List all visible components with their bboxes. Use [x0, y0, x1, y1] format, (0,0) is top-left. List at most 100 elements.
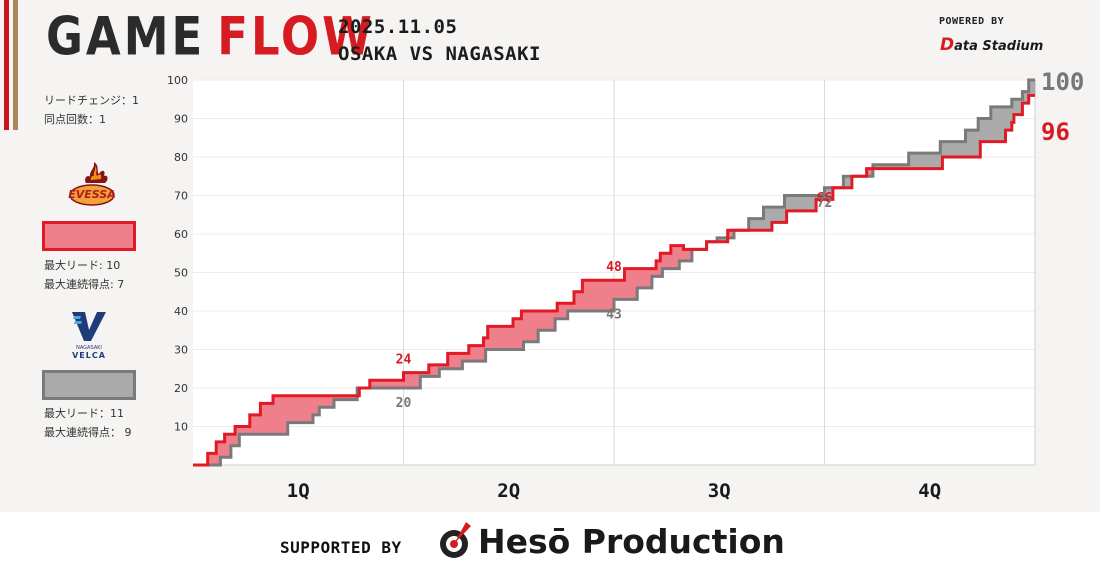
- sponsor-name: Hesō Production: [478, 522, 785, 561]
- osaka-lead-area: [557, 303, 569, 319]
- quarter-label: 4Q: [918, 480, 941, 502]
- osaka-lead-area: [485, 337, 489, 350]
- score-lines: [193, 78, 1035, 467]
- osaka-lead-area: [662, 253, 672, 269]
- osaka-lead-area: [249, 414, 261, 435]
- nagasaki-lead-area: [978, 118, 981, 157]
- nagasaki-lead-area: [748, 218, 764, 231]
- osaka-lead-area: [582, 280, 615, 311]
- y-tick-label: 90: [174, 113, 188, 126]
- nagasaki-lead-area: [816, 195, 825, 200]
- matchup: OSAKA VS NAGASAKI: [338, 43, 541, 65]
- osaka-lead-area: [272, 395, 289, 435]
- nagasaki-lead-area: [824, 187, 834, 200]
- data-stadium-logo: Data Stadium: [940, 35, 1043, 55]
- osaka-lead-area: [287, 395, 314, 423]
- osaka-lead-area: [523, 311, 539, 342]
- osaka-lead-area: [468, 345, 484, 362]
- sponsor-mark-icon: [440, 522, 471, 558]
- osaka-lead-area: [239, 426, 251, 435]
- osaka-lead-area: [521, 311, 524, 350]
- osaka-legend-swatch: [42, 221, 136, 251]
- osaka-lead-area: [428, 364, 440, 377]
- osaka-logo-text: EVESSA: [68, 188, 116, 201]
- lead-changes-stat: リードチェンジ：1: [44, 94, 139, 107]
- osaka-quarter-score: 48: [606, 260, 622, 275]
- y-tick-label: 60: [174, 228, 188, 241]
- game-flow-chart: 10 20 30 40 50 60 70 80 90 100 1Q 2Q 3Q 4Q 24 48 66 20 43 7…: [167, 68, 1084, 502]
- game-date: 2025.11.05: [338, 16, 458, 38]
- nagasaki-lead-area: [784, 195, 788, 223]
- nagasaki-lead-area: [980, 118, 992, 142]
- sponsor-logo: Hesō Production: [436, 518, 785, 564]
- title-word-game: GAME: [46, 6, 206, 67]
- nagasaki-quarter-score: 20: [396, 396, 412, 411]
- page-title: GAME FLOW: [46, 6, 375, 67]
- osaka-lead-area: [224, 434, 232, 458]
- osaka-lead-area: [660, 253, 663, 277]
- nagasaki-logo-city: NAGASAKI: [76, 345, 102, 351]
- osaka-max-lead: 最大リード: 10: [44, 259, 121, 272]
- ties-stat: 同点回数：1: [44, 113, 106, 126]
- nagasaki-velca-logo: NAGASAKI VELCA: [72, 312, 106, 360]
- data-stadium-text: ata Stadium: [954, 39, 1044, 54]
- powered-by-label: POWERED BY: [939, 16, 1005, 27]
- nagasaki-lead-area: [717, 237, 729, 242]
- y-tick-label: 50: [174, 267, 188, 280]
- osaka-lead-area: [487, 326, 514, 350]
- osaka-lead-area: [555, 311, 558, 319]
- osaka-final-score: 96: [1041, 118, 1070, 146]
- nagasaki-lead-area: [942, 141, 967, 157]
- y-tick-label: 40: [174, 305, 188, 318]
- osaka-max-run: 最大連続得点: 7: [44, 278, 125, 291]
- nagasaki-legend-swatch: [42, 370, 136, 400]
- quarter-label: 2Q: [497, 480, 520, 502]
- nagasaki-lead-area: [872, 164, 910, 169]
- osaka-lead-area: [656, 260, 661, 277]
- osaka-lead-area: [420, 372, 430, 377]
- nagasaki-lead-area: [965, 130, 979, 157]
- osaka-lead-area: [439, 364, 449, 369]
- nagasaki-lead-area: [786, 195, 817, 211]
- osaka-lead-area: [574, 291, 583, 311]
- nagasaki-lead-area: [940, 141, 943, 169]
- accent-bar-gold: [13, 0, 18, 130]
- nagasaki-lead-area: [1011, 99, 1015, 123]
- nagasaki-final-score: 100: [1041, 68, 1084, 96]
- osaka-lead-area: [637, 268, 653, 288]
- nagasaki-quarter-score: 72: [817, 196, 833, 211]
- osaka-lead-area: [727, 230, 735, 238]
- osaka-lead-area: [651, 268, 657, 277]
- osaka-lead-area: [216, 441, 221, 465]
- supported-by-label: SUPPORTED BY: [280, 538, 402, 557]
- y-tick-label: 20: [174, 382, 188, 395]
- data-stadium-initial: D: [940, 35, 955, 55]
- osaka-lead-area: [207, 453, 217, 465]
- nagasaki-lead-area: [1013, 99, 1023, 115]
- nagasaki-max-run: 最大連続得点： 9: [44, 426, 132, 439]
- osaka-lead-area: [403, 372, 421, 388]
- osaka-lead-area: [369, 380, 404, 388]
- nagasaki-lead-area: [1005, 106, 1013, 131]
- nagasaki-lead-area: [771, 207, 786, 223]
- footer: SUPPORTED BY Hesō Production: [0, 512, 1100, 570]
- nagasaki-lead-area: [843, 176, 853, 188]
- osaka-lead-area: [312, 395, 320, 415]
- osaka-quarter-score: 24: [396, 353, 412, 368]
- y-tick-label: 80: [174, 151, 188, 164]
- osaka-score-line: [193, 93, 1035, 467]
- osaka-lead-area: [235, 426, 240, 446]
- title-word-flow: FLOW: [217, 6, 375, 67]
- osaka-lead-area: [220, 441, 226, 458]
- osaka-lead-area: [230, 434, 236, 446]
- accent-bar-red: [4, 0, 9, 130]
- osaka-lead-area: [567, 303, 575, 311]
- nagasaki-logo-name: VELCA: [72, 351, 106, 360]
- nagasaki-lead-area: [763, 207, 773, 231]
- y-tick-label: 100: [167, 74, 188, 87]
- nagasaki-max-lead: 最大リード：11: [44, 407, 124, 420]
- y-tick-label: 10: [174, 421, 188, 434]
- osaka-quarter-score: 66: [817, 191, 833, 206]
- nagasaki-lead-area: [1022, 91, 1030, 104]
- osaka-evessa-logo: EVESSA: [68, 162, 116, 206]
